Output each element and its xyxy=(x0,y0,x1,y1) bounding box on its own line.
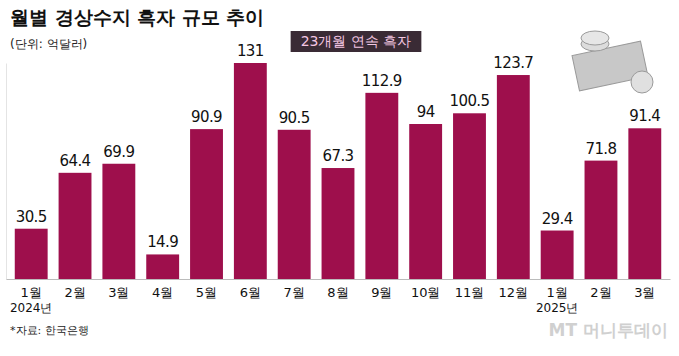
bar xyxy=(409,124,442,279)
bar xyxy=(322,168,355,279)
annotation-box: 23개월 연속 흑자 xyxy=(291,31,422,52)
x-tick: 2월 xyxy=(64,279,85,300)
bar xyxy=(365,93,398,279)
bar xyxy=(585,161,618,279)
money-icon xyxy=(572,31,653,93)
data-label: 112.9 xyxy=(362,72,402,90)
bar xyxy=(102,164,135,279)
x-tick: 10월 xyxy=(411,279,441,300)
data-labels: 30.5 64.4 69.9 14.9 90.9 131 90.5 67.3 112.9 94 10… xyxy=(16,42,661,251)
bar xyxy=(146,254,179,279)
x-tick: 12월 xyxy=(499,279,529,300)
data-label: 90.5 xyxy=(279,109,310,127)
x-tick-label: 10월 xyxy=(411,285,441,300)
data-label: 94 xyxy=(417,103,435,121)
annotation-background xyxy=(291,31,422,52)
x-tick: 7월 xyxy=(284,279,305,300)
x-tick-label: 1월2024년 xyxy=(10,285,53,315)
x-tick-label: 11월 xyxy=(455,285,485,300)
x-tick: 3월 xyxy=(634,279,655,300)
x-tick: 3월 xyxy=(108,279,129,300)
bar xyxy=(190,129,223,279)
data-label: 91.4 xyxy=(629,107,660,125)
x-tick: 8월 xyxy=(327,279,348,300)
bar xyxy=(541,231,574,279)
x-tick: 6월 xyxy=(240,279,261,300)
icon-coin xyxy=(581,31,609,45)
credit: MT 머니투데이 xyxy=(549,320,668,340)
x-tick-label: 6월 xyxy=(240,285,261,300)
data-label: 100.5 xyxy=(450,92,490,110)
x-tick: 1월2025년 xyxy=(536,279,579,315)
bar xyxy=(278,130,311,279)
bar xyxy=(453,113,486,279)
data-label: 29.4 xyxy=(542,210,573,228)
bar xyxy=(15,229,48,279)
x-tick: 9월 xyxy=(371,279,392,300)
title: 월별 경상수지 흑자 규모 추이 xyxy=(10,6,264,28)
x-tick-label: 3월 xyxy=(108,285,129,300)
bars xyxy=(15,63,661,279)
bar xyxy=(628,128,661,279)
x-tick-label: 5월 xyxy=(196,285,217,300)
x-axis-line xyxy=(7,279,671,280)
x-tick-label: 7월 xyxy=(284,285,305,300)
x-tick: 11월 xyxy=(455,279,485,300)
x-tick-label: 9월 xyxy=(371,285,392,300)
x-tick: 4월 xyxy=(152,279,173,300)
data-label: 123.7 xyxy=(493,54,533,72)
data-label: 69.9 xyxy=(103,143,134,161)
data-label: 90.9 xyxy=(191,108,222,126)
x-tick: 2월 xyxy=(590,279,611,300)
x-axis: 1월2024년 2월 3월 4월 5월 6월 7월 8월 9월 10월 11월 12월 1월2025년 2… xyxy=(7,279,671,315)
bar xyxy=(234,63,267,279)
annotation: 23개월 연속 흑자 xyxy=(301,33,412,49)
y-axis xyxy=(6,64,8,280)
data-label: 30.5 xyxy=(16,208,47,226)
x-tick: 1월2024년 xyxy=(10,279,53,315)
y-axis-line xyxy=(6,64,7,280)
x-tick: 5월 xyxy=(196,279,217,300)
x-tick-label: 12월 xyxy=(499,285,529,300)
data-label: 64.4 xyxy=(60,152,91,170)
x-tick-label: 4월 xyxy=(152,285,173,300)
chart: 월별 경상수지 흑자 규모 추이 (단위: 억달러) 23개월 연속 흑자 1월202… xyxy=(0,0,679,356)
data-label: 14.9 xyxy=(147,233,178,251)
data-label: 67.3 xyxy=(323,147,354,165)
icon-coin xyxy=(631,71,653,93)
source: *자료: 한국은행 xyxy=(10,324,89,337)
bar xyxy=(497,75,530,279)
x-tick-label: 3월 xyxy=(634,285,655,300)
x-tick-label: 2월 xyxy=(590,285,611,300)
x-tick-label: 2월 xyxy=(64,285,85,300)
subtitle: (단위: 억달러) xyxy=(10,37,87,51)
x-tick-label: 8월 xyxy=(327,285,348,300)
data-label: 131 xyxy=(237,42,264,60)
x-tick-label: 1월2025년 xyxy=(536,285,579,315)
bar xyxy=(59,173,92,279)
data-label: 71.8 xyxy=(585,140,616,158)
